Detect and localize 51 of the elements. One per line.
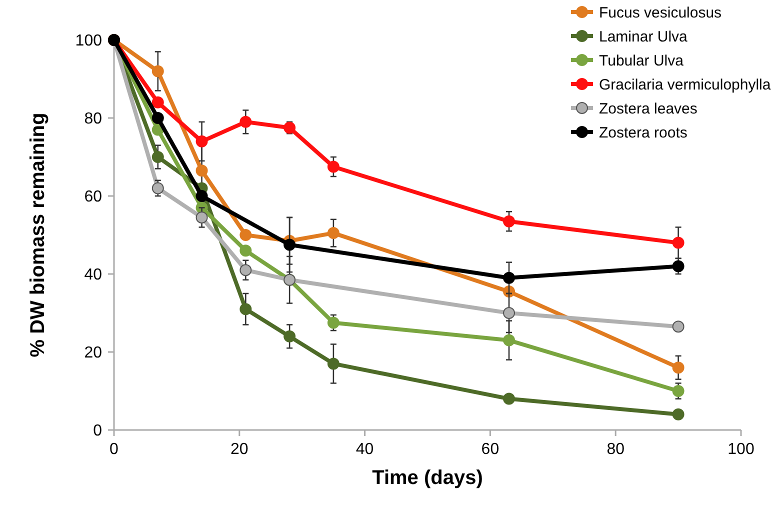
point (196, 211, 208, 224)
point (503, 307, 516, 319)
x-axis-title: Time (days) (372, 467, 483, 489)
point (672, 408, 684, 420)
point (240, 244, 252, 257)
point (672, 320, 684, 333)
point (284, 122, 296, 134)
point (152, 65, 164, 78)
point (672, 385, 684, 397)
point (240, 229, 252, 241)
point (152, 112, 164, 124)
point (503, 334, 516, 346)
legend-label: Gracilaria vermiculophylla (599, 76, 771, 94)
x-tick-label: 80 (606, 441, 625, 458)
point (327, 160, 340, 173)
point (196, 135, 208, 148)
point (672, 236, 684, 249)
point (196, 190, 208, 202)
y-tick-label: 80 (84, 110, 102, 128)
x-tick-label: 60 (481, 441, 500, 458)
point (503, 272, 516, 284)
point (152, 96, 164, 108)
y-tick-label: 0 (93, 422, 102, 440)
point (327, 358, 340, 370)
x-tick-label: 20 (230, 441, 248, 458)
y-tick-label: 20 (84, 344, 102, 362)
point (503, 215, 516, 228)
legend-label: Zostera leaves (599, 100, 698, 118)
point (327, 316, 340, 329)
point (672, 362, 684, 374)
y-tick-label: 100 (75, 32, 102, 50)
y-tick-label: 40 (84, 266, 102, 284)
y-axis-title: % DW biomass remaining (27, 112, 49, 358)
legend-label: Tubular Ulva (599, 52, 684, 70)
legend-label: Zostera roots (599, 124, 688, 142)
point (327, 227, 340, 240)
point (240, 303, 252, 316)
legend-label: Fucus vesiculosus (599, 4, 722, 22)
point (284, 330, 296, 342)
point (152, 151, 164, 163)
y-tick-label: 60 (84, 188, 102, 206)
x-tick-label: 100 (728, 441, 754, 458)
x-tick-label: 0 (110, 441, 119, 458)
point (152, 182, 164, 194)
point (240, 264, 252, 276)
point (240, 116, 252, 128)
point (196, 164, 208, 177)
legend-label: Laminar Ulva (599, 28, 688, 46)
x-tick-label: 40 (356, 441, 374, 458)
point (284, 238, 296, 251)
point (503, 392, 516, 405)
